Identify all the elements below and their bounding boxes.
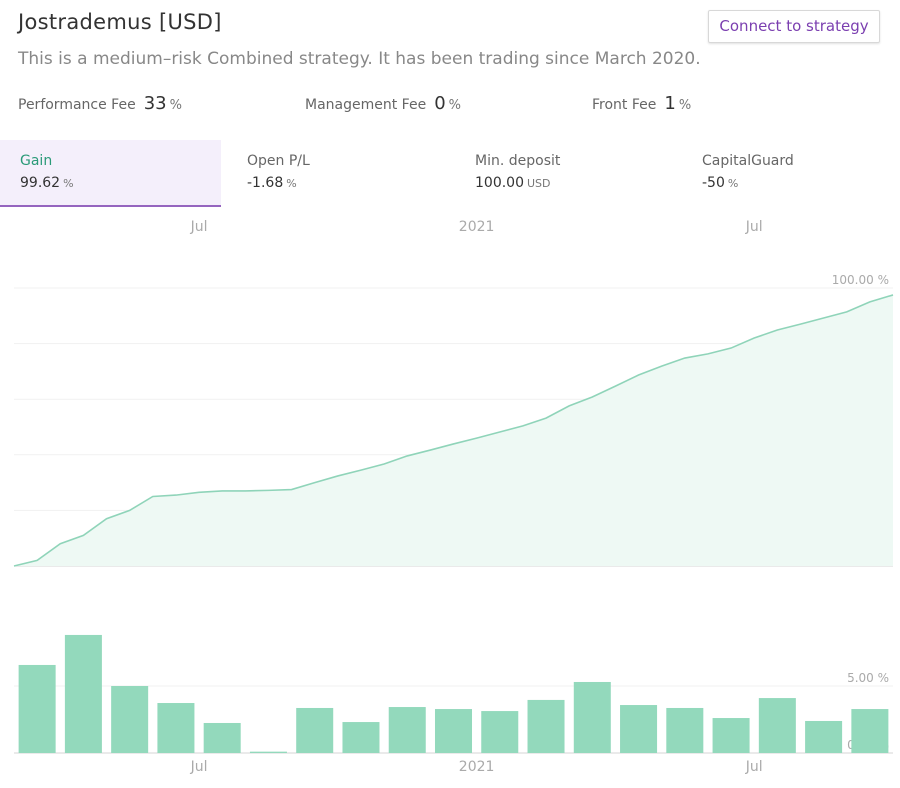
stat-tab[interactable]: Gain 99.62% [0,140,221,207]
bar [851,709,889,753]
fee-unit: % [678,98,692,113]
bar [111,686,149,753]
stat-unit: % [63,177,74,190]
bar [666,707,704,753]
fee-value: 1 [664,93,676,114]
fee-value: 33 [143,93,167,114]
bar [64,634,102,753]
stat-label: Open P/L [247,153,310,169]
stat-unit: % [727,177,739,190]
x-tick-label: Jul [190,219,208,235]
fee: Performance Fee 33% [18,93,182,114]
bar [805,720,843,753]
connect-button[interactable]: Connect to strategy [708,10,880,43]
fee: Management Fee 0% [305,93,461,114]
stat-value: 100.00 [475,175,524,191]
bar [18,664,56,753]
fee: Front Fee 1% [592,93,691,114]
bar [249,751,287,753]
stat-tab[interactable]: Open P/L -1.68% [227,140,448,207]
bar [481,711,519,753]
charts: 0.00 %20.00 %40.00 %60.00 %80.00 %100.00… [13,219,894,775]
y-tick-label: 100.00 % [832,273,889,287]
stat-tab[interactable]: Min. deposit 100.00 USD [455,140,676,207]
x-tick-label: 2021 [459,219,495,235]
bar [620,705,658,753]
stat-value: -50 [702,175,725,191]
stat-value: -1.68 [247,175,284,191]
strategy-title: Jostrademus [USD] [18,10,222,34]
stat-unit: % [286,177,297,190]
description: This is a medium–risk Combined strategy.… [18,49,701,69]
stat-unit: USD [527,177,551,190]
stat-label: Gain [20,153,53,169]
bar [203,722,241,753]
fee-value: 0 [434,93,446,114]
x-tick-label: Jul [745,219,763,235]
bar [296,707,334,753]
bar [712,718,750,753]
stat-label: CapitalGuard [702,153,794,169]
x-tick-label: Jul [190,759,208,775]
gain-line [13,294,894,567]
fee-unit: % [169,98,182,113]
bar [434,709,473,753]
bar [573,681,611,753]
bar [758,698,796,753]
fee-label: Management Fee [305,97,427,113]
x-tick-label: Jul [745,759,763,775]
stat-tab[interactable]: CapitalGuard -50% [682,140,900,207]
bar [157,703,195,753]
fee-unit: % [448,98,461,113]
y-tick-label: 5.00 % [847,671,889,685]
stat-value: 99.62 [20,175,61,191]
bar [527,699,565,753]
fee-label: Performance Fee [18,97,136,113]
bar [388,707,426,753]
bar [342,722,380,753]
x-tick-label: 2021 [459,759,495,775]
stat-label: Min. deposit [475,153,561,169]
fee-label: Front Fee [592,97,657,113]
